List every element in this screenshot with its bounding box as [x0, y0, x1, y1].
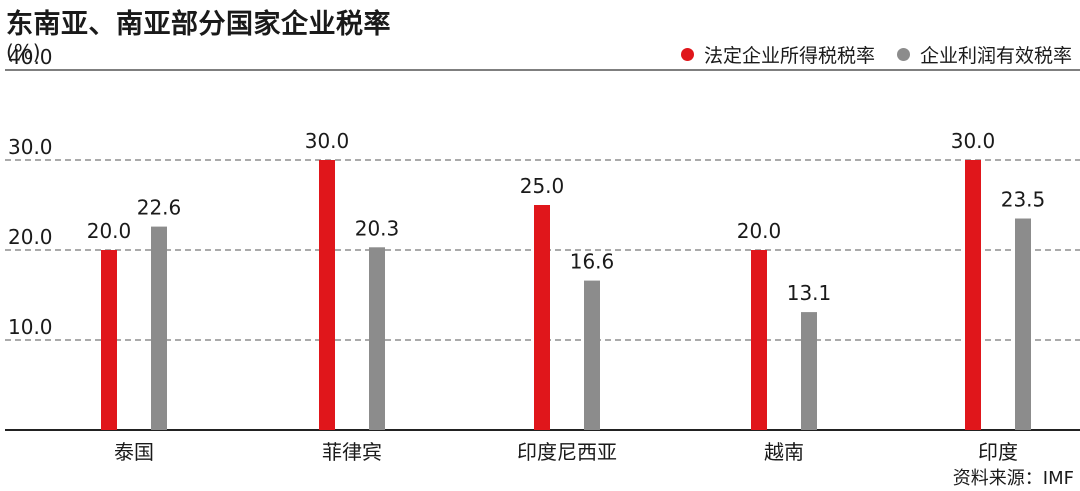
data-label: 20.3	[355, 216, 400, 240]
bar	[965, 160, 981, 430]
data-label: 30.0	[951, 129, 996, 153]
data-label: 30.0	[305, 129, 350, 153]
legend-item-statutory: 法定企业所得税税率	[680, 41, 875, 68]
data-label: 23.5	[1001, 188, 1046, 212]
bar	[369, 247, 385, 430]
source-note: 资料来源：IMF	[952, 468, 1074, 489]
bar	[801, 312, 817, 430]
data-label: 20.0	[737, 219, 782, 243]
y-tick-label: 10.0	[8, 315, 53, 339]
chart-title: 东南亚、南亚部分国家企业税率	[6, 9, 391, 40]
bar	[101, 250, 117, 430]
y-tick-label: 30.0	[8, 135, 53, 159]
y-tick-label: 40.0	[8, 45, 53, 69]
legend-dot-red	[680, 48, 694, 61]
data-label: 16.6	[570, 250, 615, 274]
data-label: 20.0	[87, 219, 132, 243]
x-category-label: 泰国	[114, 440, 154, 464]
x-category-label: 越南	[764, 440, 804, 464]
data-label: 22.6	[137, 196, 182, 220]
data-label: 13.1	[787, 281, 832, 305]
legend-label-effective: 企业利润有效税率	[919, 45, 1072, 67]
bar	[751, 250, 767, 430]
legend-item-effective: 企业利润有效税率	[896, 41, 1072, 68]
bar	[534, 205, 550, 430]
data-label: 25.0	[520, 174, 565, 198]
y-tick-label: 20.0	[8, 225, 53, 249]
legend-label-statutory: 法定企业所得税税率	[703, 45, 875, 67]
bar	[584, 280, 600, 430]
bar	[151, 226, 167, 430]
bar	[319, 160, 335, 430]
legend: 法定企业所得税税率 企业利润有效税率	[680, 41, 1072, 68]
legend-dot-gray	[896, 48, 910, 61]
x-category-label: 印度尼西亚	[517, 440, 617, 464]
x-category-label: 印度	[978, 440, 1018, 464]
x-category-label: 菲律宾	[322, 440, 382, 464]
y-axis-unit: (%)	[6, 40, 41, 64]
bar	[1015, 218, 1031, 430]
